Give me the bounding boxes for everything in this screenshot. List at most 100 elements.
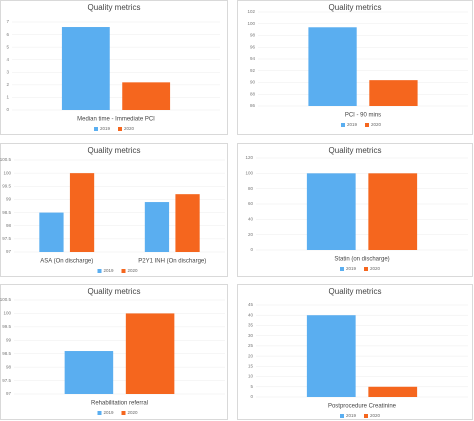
y-tick-label: 2	[6, 82, 9, 87]
bar	[369, 80, 418, 106]
x-tick-label: PCI - 90 mins	[345, 113, 381, 119]
y-tick-label: 100.5	[0, 297, 11, 302]
y-tick-label: 97.5	[2, 378, 11, 383]
legend-label: 2019	[100, 126, 111, 131]
y-tick-label: 0	[250, 247, 253, 252]
legend-label: 2019	[104, 410, 115, 415]
y-tick-label: 20	[248, 353, 254, 358]
legend-swatch	[340, 414, 344, 418]
y-tick-label: 40	[248, 312, 254, 317]
y-tick-label: 1	[6, 95, 9, 100]
y-tick-label: 10	[248, 374, 254, 379]
legend-swatch	[97, 411, 102, 415]
legend-label: 2019	[104, 268, 115, 273]
legend-label: 2020	[371, 122, 382, 127]
chart-title: Quality metrics	[329, 287, 382, 296]
y-tick-label: 100	[247, 21, 255, 26]
legend-label: 2020	[370, 266, 381, 271]
y-tick-label: 98.5	[2, 351, 11, 356]
y-tick-label: 99.5	[2, 324, 11, 329]
y-tick-label: 15	[248, 364, 254, 369]
y-tick-label: 3	[6, 69, 9, 74]
legend-label: 2020	[128, 268, 139, 273]
y-tick-label: 99	[6, 337, 12, 342]
chart-title: Quality metrics	[88, 3, 141, 12]
legend-label: 2019	[346, 266, 357, 271]
bar	[306, 173, 356, 250]
y-tick-label: 5	[6, 44, 9, 49]
y-tick-label: 97	[6, 249, 12, 254]
legend-label: 2020	[124, 126, 135, 131]
panel	[0, 0, 228, 135]
y-tick-label: 94	[250, 56, 256, 61]
y-tick-label: 80	[248, 186, 254, 191]
x-tick-label: Statin (on discharge)	[334, 257, 389, 263]
y-tick-label: 4	[6, 57, 9, 62]
legend-label: 2020	[370, 413, 381, 418]
y-tick-label: 96	[250, 44, 256, 49]
legend-swatch	[364, 414, 368, 418]
bar	[306, 315, 356, 397]
y-tick-label: 60	[248, 201, 254, 206]
chart-title: Quality metrics	[329, 146, 382, 155]
y-tick-label: 20	[248, 232, 254, 237]
y-tick-label: 100	[245, 171, 253, 176]
y-tick-label: 98	[6, 223, 12, 228]
bar	[64, 351, 114, 394]
y-tick-label: 35	[248, 323, 254, 328]
y-tick-label: 102	[247, 9, 255, 14]
y-tick-label: 98.5	[2, 210, 11, 215]
y-tick-label: 98	[6, 364, 12, 369]
legend-swatch	[341, 123, 345, 127]
y-tick-label: 25	[248, 343, 254, 348]
legend-swatch	[97, 269, 102, 273]
bar	[308, 27, 357, 106]
legend-label: 2020	[128, 410, 139, 415]
y-tick-label: 86	[250, 103, 256, 108]
y-tick-label: 97.5	[2, 236, 11, 241]
y-tick-label: 0	[250, 394, 253, 399]
bar	[61, 27, 110, 110]
y-tick-label: 0	[6, 107, 9, 112]
chart-title: Quality metrics	[329, 3, 382, 12]
legend-swatch	[365, 123, 369, 127]
legend-swatch	[118, 127, 122, 131]
x-tick-label: ASA (On discharge)	[40, 259, 93, 265]
y-tick-label: 45	[248, 302, 254, 307]
y-tick-label: 40	[248, 217, 254, 222]
bar	[175, 194, 200, 252]
y-tick-label: 7	[6, 19, 9, 24]
y-tick-label: 5	[250, 384, 253, 389]
y-tick-label: 88	[250, 91, 256, 96]
chart-title: Quality metrics	[88, 146, 141, 155]
x-tick-label: Median time - Immediate PCI	[77, 117, 155, 123]
y-tick-label: 97	[6, 391, 12, 396]
bar	[69, 173, 95, 252]
y-tick-label: 92	[250, 68, 256, 73]
y-tick-label: 98	[250, 33, 256, 38]
x-tick-label: P2Y1 INH (On discharge)	[138, 259, 206, 265]
y-tick-label: 99	[6, 197, 12, 202]
bar	[39, 212, 64, 252]
y-tick-label: 100.5	[0, 157, 11, 162]
bar	[144, 202, 170, 252]
bar	[122, 82, 171, 110]
legend-label: 2019	[347, 122, 358, 127]
legend-swatch	[121, 411, 126, 415]
legend-swatch	[121, 269, 126, 273]
y-tick-label: 6	[6, 32, 9, 37]
y-tick-label: 100	[3, 311, 11, 316]
x-tick-label: Postprocedure Creatinine	[328, 404, 397, 410]
y-tick-label: 100	[3, 170, 11, 175]
bar	[125, 313, 175, 394]
y-tick-label: 120	[245, 155, 253, 160]
y-tick-label: 30	[248, 333, 254, 338]
legend-swatch	[94, 127, 98, 131]
y-tick-label: 99.5	[2, 183, 11, 188]
y-tick-label: 90	[250, 80, 256, 85]
x-tick-label: Rehabilitation referral	[91, 401, 148, 407]
legend-swatch	[340, 267, 344, 271]
bar	[368, 173, 418, 250]
legend-label: 2019	[346, 413, 357, 418]
